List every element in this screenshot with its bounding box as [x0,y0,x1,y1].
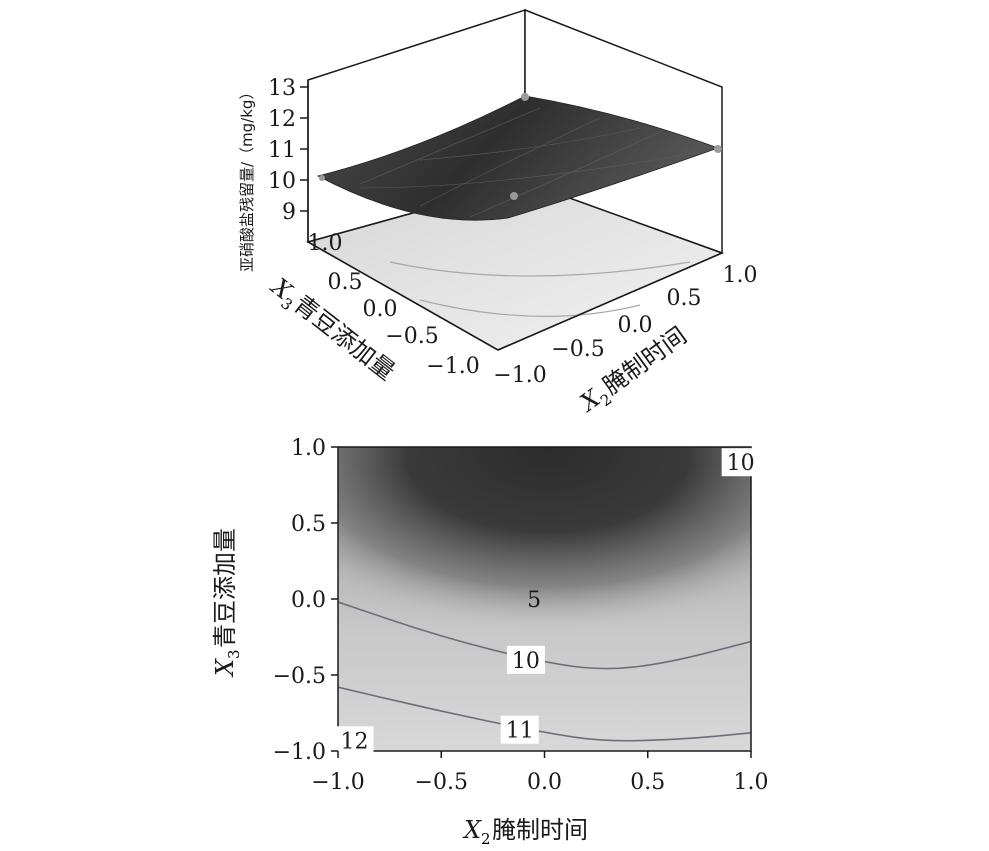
x-axis-2d: −1.0 −0.5 0.0 0.5 1.0 [311,751,769,795]
x-tick-label: −1.0 [311,770,364,795]
x2-tick-label: −0.5 [551,337,604,362]
surface-mesh-line [469,131,661,218]
y-tick-label: 0.0 [291,588,326,613]
contour-labels: 10 5 10 11 12 [335,448,760,755]
x3-tick-label: 1.0 [308,231,343,256]
x2-tick-label: 0.0 [618,313,653,338]
x-tick-label: −0.5 [415,770,468,795]
svg-text:青豆添加量: 青豆添加量 [211,528,239,648]
surface-plot-3d: 13 12 11 10 9 亚硝酸盐残留量/（mg/kg） 1.0 0.5 0.… [238,8,758,418]
svg-text:12: 12 [341,729,369,754]
z-tick-label: 11 [268,138,296,163]
x3-tick-label: 0.0 [363,297,398,322]
floor-contour [389,261,691,277]
contour-label: 10 [506,645,545,674]
svg-text:X: X [462,816,482,844]
z-tick-label: 10 [268,169,296,194]
x2-tick-label: 1.0 [723,263,758,288]
y-tick-label: 1.0 [291,436,326,461]
y-tick-label: −1.0 [273,740,326,765]
x-tick-label: 1.0 [734,770,769,795]
svg-text:X: X [211,658,239,678]
surface-mesh-line [419,117,601,207]
z-axis-label: 亚硝酸盐残留量/（mg/kg） [238,85,256,272]
y-tick-label: 0.5 [291,512,326,537]
contour-label: 11 [500,715,539,744]
svg-text:11: 11 [506,719,534,744]
x3-tick-label: −0.5 [385,324,438,349]
x-tick-label: 0.5 [630,770,665,795]
design-point [510,192,518,200]
z-tick-label: 9 [282,200,296,225]
z-tick-label: 12 [268,107,296,132]
contour-label: 12 [335,726,374,755]
surface-mesh-line [419,127,641,161]
y-axis-2d: −1.0 −0.5 0.0 0.5 1.0 [273,436,338,765]
x3-tick-label: 0.5 [328,270,363,295]
svg-text:5: 5 [527,588,541,613]
x2-tick-label: 0.5 [667,286,702,311]
y-tick-label: −0.5 [273,664,326,689]
z-tick-label: 13 [268,76,296,101]
x-axis-label: X 2 腌制时间 [462,816,588,848]
design-point [714,145,722,153]
surface-mesh-line [359,151,701,189]
z-axis: 13 12 11 10 9 亚硝酸盐残留量/（mg/kg） [238,76,309,272]
svg-text:3: 3 [225,649,243,659]
svg-text:2: 2 [481,830,491,848]
x-tick-label: 0.0 [527,770,562,795]
floor-contour [419,299,641,317]
contour-label: 10 [721,448,760,477]
design-point [319,175,325,181]
x3-tick-label: −1.0 [426,354,479,379]
svg-text:10: 10 [512,649,540,674]
contour-line-11 [338,686,751,742]
y-axis-label: X 3 青豆添加量 [211,528,243,678]
design-point [521,93,529,101]
x2-tick-label: −1.0 [493,363,546,388]
contour-label: 5 [527,588,541,613]
svg-text:腌制时间: 腌制时间 [492,816,588,844]
contour-plot: 10 5 10 11 12 −1.0 −0.5 0.0 0.5 1.0 −1.0 −0.5 0.0 0… [211,436,769,848]
svg-text:10: 10 [727,451,755,476]
surface-mesh-line [359,107,541,185]
contour-dark-region [338,447,751,660]
